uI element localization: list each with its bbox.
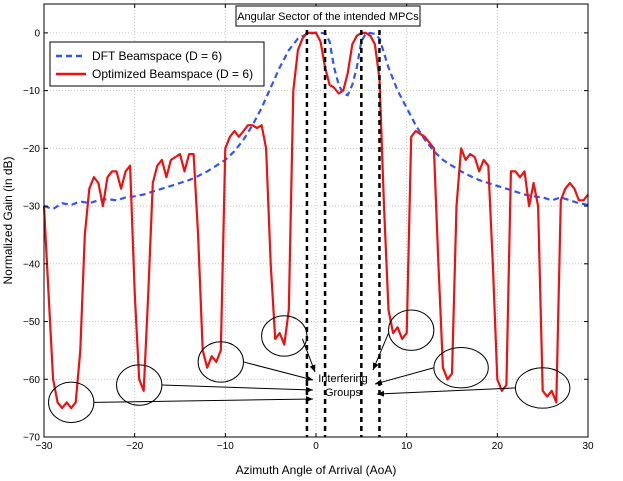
series-line-dft	[43, 31, 589, 211]
x-tick-label: 0	[313, 441, 319, 452]
x-tick-label: 30	[582, 441, 594, 452]
y-tick-label: 0	[34, 28, 40, 39]
ticks: −30 −20 −10 0 10 20 30 0 −10 −20 −30 −40 −50 −60 −70	[23, 4, 594, 452]
interfering-arrow	[372, 332, 389, 371]
y-tick-label: −20	[23, 144, 40, 155]
legend: DFT Beamspace (D = 6) Optimized Beamspac…	[49, 41, 265, 87]
interfering-arrow	[243, 361, 314, 382]
sector-box	[235, 5, 421, 27]
x-tick-label: −10	[217, 441, 234, 452]
y-tick-label: −50	[23, 317, 40, 328]
legend-label-optimized: Optimized Beamspace (D = 6)	[92, 67, 253, 81]
x-tick-label: −20	[126, 441, 143, 452]
y-tick-label: −60	[23, 375, 40, 386]
interfering-label-line2: Groups	[325, 387, 362, 399]
interfering-arrow	[376, 387, 516, 397]
x-tick-label: 10	[401, 441, 413, 452]
legend-box	[49, 41, 265, 87]
data-layer	[42, 31, 589, 410]
sector-annotation: Angular Sector of the intended MPCs	[235, 5, 421, 27]
interfering-arrow	[161, 384, 314, 393]
y-tick-label: −10	[23, 86, 40, 97]
y-tick-label: −70	[23, 433, 40, 444]
x-axis-label: Azimuth Angle of Arrival (AoA)	[236, 463, 397, 477]
y-tick-label: −30	[23, 202, 40, 213]
sector-label: Angular Sector of the intended MPCs	[237, 11, 419, 23]
interfering-label-line1: Interfering	[318, 373, 368, 385]
annotations	[48, 30, 571, 437]
interfering-group-ellipse	[388, 309, 435, 351]
y-tick-label: −40	[23, 259, 40, 270]
interfering-arrow	[374, 367, 434, 386]
legend-label-dft: DFT Beamspace (D = 6)	[92, 49, 222, 63]
interfering-group-ellipse	[261, 315, 308, 357]
series-line-optimized	[42, 31, 589, 410]
interfering-arrow	[301, 338, 316, 373]
x-tick-label: 20	[492, 441, 504, 452]
interfering-arrow	[93, 396, 314, 403]
y-axis-label: Normalized Gain (in dB)	[1, 156, 15, 284]
x-tick-label: −30	[36, 441, 53, 452]
